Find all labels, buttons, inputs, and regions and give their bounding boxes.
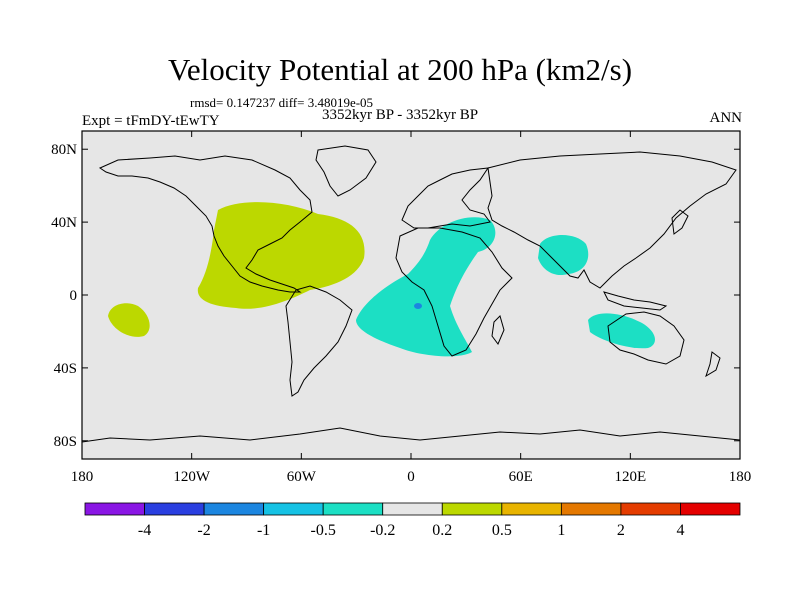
latitude-ticks [82,148,740,442]
stats-line: rmsd= 0.147237 diff= 3.48019e-05 [190,95,374,110]
lon-label: 60W [287,469,317,485]
colorbar-swatch [263,502,324,516]
colorbar-swatch [620,502,681,516]
colorbar-swatch [322,502,384,516]
colorbar-level: 2 [617,522,625,539]
lat-label: 80S [54,434,77,450]
negative-region-australia [588,313,655,349]
colorbar-level: 0.5 [492,522,512,539]
coastline-south-america [285,285,353,397]
colorbar-level: -0.2 [370,522,395,539]
colorbar-swatch [382,502,443,516]
colorbar-level: -1 [257,522,270,539]
colorbar-swatch [680,502,741,516]
page-title: Velocity Potential at 200 hPa (km2/s) [167,52,633,87]
lat-label: 0 [70,288,78,304]
colorbar-level: 4 [676,522,684,539]
colorbar-level: -0.5 [311,522,336,539]
lon-label: 120E [614,469,646,485]
colorbar-swatch [501,502,562,516]
longitude-ticks [81,131,741,459]
lon-label: 180 [729,469,752,485]
colorbar-level: -4 [138,522,151,539]
lon-label: 120W [173,469,211,485]
coastline-japan [671,209,689,235]
contour-fills [108,202,655,357]
coastline-indonesia [603,291,668,311]
colorbar-swatch [144,502,205,516]
colorbar-swatch [441,502,503,516]
lon-label: 0 [407,469,415,485]
colorbar-level: 0.2 [432,522,452,539]
positive-region-pacific [108,303,150,337]
coastline-europe [401,167,491,229]
coastline-africa [395,227,513,357]
coastline-north-america [98,155,313,293]
lon-label: 180 [71,469,94,485]
lat-label: 40N [51,215,77,231]
negative-region-africa-atlantic [356,217,496,357]
colorbar-swatch [203,502,265,516]
lon-label: 60E [509,469,533,485]
colorbar-swatch [84,502,145,516]
coastline-madagascar [491,315,505,345]
coastline-new-zealand [705,351,721,378]
coastline-australia [607,311,685,365]
lat-label: 80N [51,142,77,158]
colorbar-labels: -4 -2 -1 -0.5 -0.2 0.2 0.5 1 2 4 [138,522,685,539]
season-label: ANN [709,110,743,126]
experiment-label: Expt = tFmDY-tEwTY [82,113,220,129]
period-label: 3352kyr BP - 3352kyr BP [322,107,479,123]
coastlines [82,145,740,443]
positive-region-americas [197,202,365,309]
coastline-antarctica [82,427,740,443]
colorbar-level: -2 [197,522,210,539]
longitude-labels: 180 120W 60W 0 60E 120E 180 [71,469,752,485]
colorbar-swatch [560,502,622,516]
latitude-labels: 80N 40N 0 40S 80S [51,142,77,450]
lat-label: 40S [54,361,77,377]
negative-region-india [538,235,589,276]
negative-core-africa [414,303,422,309]
colorbar-level: 1 [557,522,565,539]
coastline-asia [487,151,737,289]
colorbar [84,502,741,516]
coastline-greenland [315,145,377,197]
